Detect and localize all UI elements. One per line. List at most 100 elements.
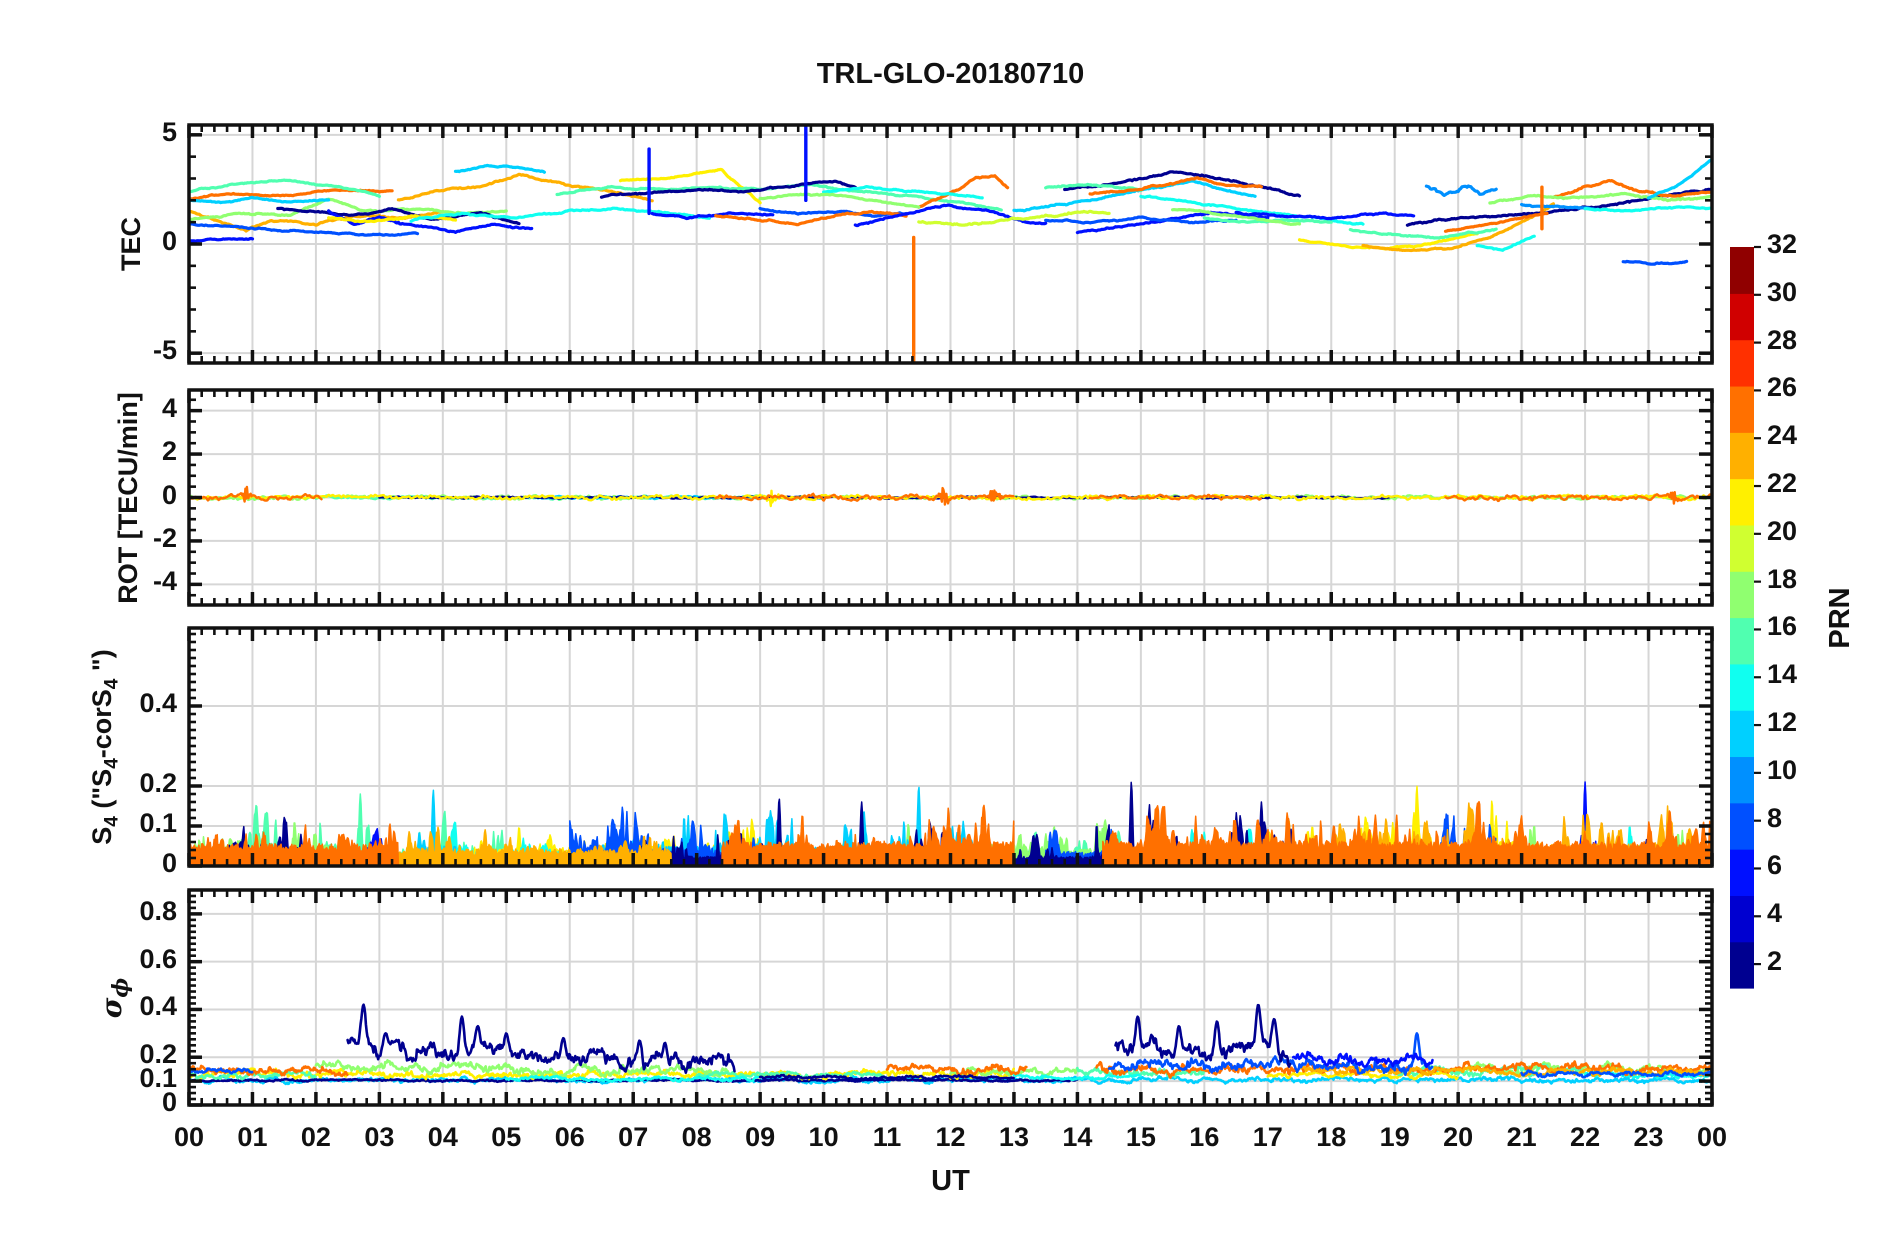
data-series <box>822 185 984 200</box>
data-series <box>276 206 521 226</box>
data-series <box>1583 205 1712 213</box>
y-tick-label: 0.1 <box>139 1063 177 1094</box>
data-series <box>189 485 323 503</box>
data-series <box>1551 178 1712 199</box>
x-tick-label: 13 <box>998 1122 1029 1152</box>
data-series <box>189 1067 254 1075</box>
y-tick-label: 0.4 <box>139 688 177 718</box>
colorbar-tick-label: 32 <box>1767 229 1798 259</box>
data-series <box>409 206 711 223</box>
data-series <box>1424 184 1498 197</box>
data-series <box>189 197 508 222</box>
x-tick-label: 21 <box>1506 1122 1537 1152</box>
x-tick-label: 03 <box>364 1122 395 1152</box>
data-series <box>1348 227 1498 240</box>
colorbar-tick-label: 8 <box>1767 802 1783 833</box>
colorbar-tick-label: 26 <box>1767 372 1798 403</box>
xaxis-title: UT <box>931 1165 970 1197</box>
grid-layer <box>189 125 1712 363</box>
panel-box <box>187 626 1714 868</box>
x-tick-label: 01 <box>237 1122 268 1152</box>
data-series <box>1443 211 1549 233</box>
y-tick-label: -5 <box>152 335 177 366</box>
panel-box <box>187 123 1714 365</box>
data-series <box>189 221 420 237</box>
colorbar-tick-label: 22 <box>1767 468 1798 499</box>
colorbar-tick-label: 6 <box>1767 850 1783 881</box>
data-series <box>1102 800 1712 866</box>
data-series <box>397 826 673 866</box>
data-series <box>1475 234 1536 252</box>
data-series <box>189 489 1712 508</box>
tick-marks <box>187 390 1714 605</box>
x-tick-label: 18 <box>1316 1122 1347 1152</box>
data-series <box>1488 191 1712 205</box>
data-series <box>1044 182 1143 192</box>
x-tick-label: 17 <box>1252 1122 1283 1152</box>
data-series <box>1171 208 1302 226</box>
data-series <box>758 1073 1015 1082</box>
grid-layer <box>189 628 1712 866</box>
data-series <box>714 209 908 227</box>
x-tick-label: 19 <box>1379 1122 1410 1152</box>
x-tick-label: 22 <box>1570 1122 1601 1152</box>
data-layer <box>189 1003 1712 1086</box>
colorbar-tick-label: 14 <box>1767 659 1798 690</box>
y-tick-label: 0 <box>161 848 177 878</box>
y-tick-label: 0 <box>161 226 177 256</box>
x-tick-label: 14 <box>1062 1122 1093 1152</box>
colorbar-tick-label: 20 <box>1767 515 1798 546</box>
data-series <box>618 167 762 205</box>
panel-box <box>187 888 1714 1107</box>
data-series <box>758 192 921 209</box>
colorbar-tick-label: 18 <box>1767 563 1798 594</box>
colorbar <box>1730 245 1761 989</box>
data-series <box>505 1074 762 1083</box>
colorbar-tick-label: 24 <box>1767 420 1798 451</box>
data-series <box>189 236 255 243</box>
data-series <box>917 209 1111 227</box>
data-series <box>396 172 654 203</box>
panel-box <box>187 388 1714 607</box>
data-series <box>1088 493 1262 501</box>
data-series <box>1444 491 1712 505</box>
colorbar-tick-label: 12 <box>1767 707 1798 738</box>
data-layer <box>189 781 1712 866</box>
x-tick-label: 00 <box>173 1122 205 1152</box>
data-series <box>1361 202 1555 253</box>
x-tick-label: 05 <box>491 1122 522 1152</box>
x-tick-label: 11 <box>872 1122 902 1152</box>
x-tick-label: 20 <box>1443 1122 1474 1152</box>
data-series <box>650 211 775 221</box>
data-series <box>1107 1032 1434 1076</box>
data-series <box>721 804 1015 866</box>
y-tick-label: 0.1 <box>139 808 177 838</box>
data-series <box>189 195 331 205</box>
data-series <box>1114 1003 1292 1068</box>
data-series <box>1646 158 1712 200</box>
data-series <box>1044 215 1238 225</box>
x-tick-label: 02 <box>300 1122 331 1152</box>
x-tick-label: 04 <box>427 1122 458 1152</box>
colorbar-tick-label: 10 <box>1767 754 1798 785</box>
data-series <box>885 1062 1028 1077</box>
x-tick-label: 08 <box>681 1122 712 1152</box>
x-tick-label: 06 <box>554 1122 585 1152</box>
colorbar-tick-label: 16 <box>1767 611 1798 642</box>
x-tick-label: 09 <box>745 1122 776 1152</box>
y-tick-label: 4 <box>161 392 177 423</box>
y-tick-label: -4 <box>152 566 177 597</box>
y-tick-label: 0.2 <box>139 1039 177 1070</box>
x-tick-label: 16 <box>1189 1122 1220 1152</box>
data-series <box>1088 176 1263 196</box>
x-tick-label: 23 <box>1633 1122 1664 1152</box>
data-series <box>695 1070 888 1080</box>
data-series <box>1291 1050 1434 1068</box>
x-tick-label: 00 <box>1696 1122 1728 1152</box>
y-tick-label: 2 <box>161 436 177 467</box>
data-layer <box>189 125 1712 363</box>
data-layer <box>189 485 1712 508</box>
data-series <box>1076 1066 1206 1080</box>
x-tick-label: 10 <box>808 1122 839 1152</box>
